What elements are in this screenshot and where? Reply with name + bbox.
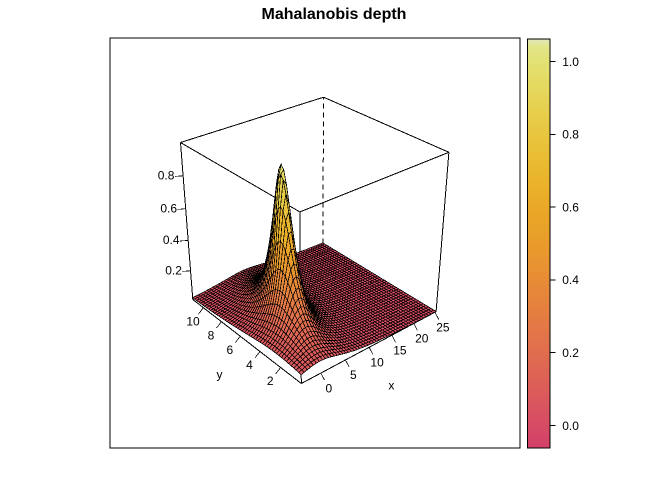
svg-text:2: 2	[267, 374, 274, 388]
svg-text:8: 8	[208, 328, 215, 342]
svg-text:5: 5	[350, 368, 357, 382]
svg-text:y: y	[217, 368, 223, 382]
svg-text:0.0: 0.0	[562, 419, 579, 433]
svg-text:0.2: 0.2	[165, 264, 182, 278]
svg-text:25: 25	[436, 320, 450, 334]
svg-text:20: 20	[415, 332, 429, 346]
svg-text:0.6: 0.6	[160, 202, 177, 216]
svg-text:15: 15	[393, 343, 407, 357]
svg-text:10: 10	[186, 314, 200, 328]
svg-text:Mahalanobis depth: Mahalanobis depth	[262, 6, 407, 23]
svg-text:4: 4	[246, 358, 253, 372]
svg-text:0.8: 0.8	[562, 128, 579, 142]
svg-text:0: 0	[326, 381, 333, 395]
svg-text:10: 10	[370, 356, 384, 370]
svg-text:0.2: 0.2	[562, 346, 579, 360]
svg-text:0.4: 0.4	[163, 233, 180, 247]
svg-text:0.8: 0.8	[158, 169, 175, 183]
svg-text:6: 6	[226, 343, 233, 357]
svg-text:1.0: 1.0	[562, 55, 579, 69]
svg-text:0.4: 0.4	[562, 273, 579, 287]
svg-text:0.6: 0.6	[562, 201, 579, 215]
svg-text:x: x	[388, 379, 394, 393]
